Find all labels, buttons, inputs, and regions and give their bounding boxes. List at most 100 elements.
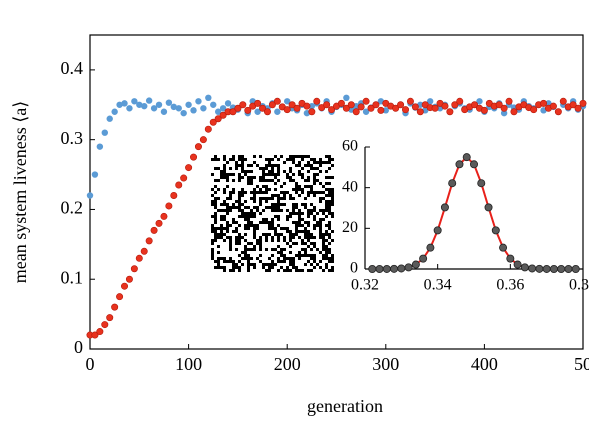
data-point <box>357 103 365 111</box>
data-point <box>136 101 143 108</box>
x-axis-label: generation <box>307 396 383 416</box>
data-point <box>199 136 207 144</box>
data-point <box>406 97 414 105</box>
data-point <box>500 104 508 112</box>
data-point <box>195 98 202 105</box>
data-point <box>214 115 222 123</box>
data-point <box>165 99 173 106</box>
data-point <box>390 264 399 273</box>
data-point <box>513 260 522 269</box>
data-point <box>180 109 187 117</box>
data-point <box>273 97 281 105</box>
data-point <box>574 104 582 112</box>
data-point <box>419 254 428 263</box>
data-point <box>480 106 488 114</box>
x-tick-label: 0.36 <box>496 277 524 294</box>
y-tick-label: 0 <box>350 260 358 277</box>
data-point <box>446 108 454 116</box>
data-point <box>564 264 573 273</box>
data-point <box>160 108 168 115</box>
data-point <box>426 243 435 252</box>
data-point <box>451 101 459 109</box>
data-point <box>549 102 557 110</box>
data-point <box>397 264 406 273</box>
data-point <box>283 106 291 114</box>
data-point <box>471 101 479 109</box>
x-tick-label: 200 <box>274 354 301 374</box>
data-point <box>495 101 503 109</box>
data-point <box>234 104 242 112</box>
data-point <box>96 143 104 150</box>
data-point <box>540 99 548 107</box>
data-point <box>91 331 99 339</box>
data-point <box>150 226 158 234</box>
data-point <box>210 101 217 108</box>
data-point <box>155 219 163 227</box>
data-point <box>244 106 252 114</box>
data-point <box>362 108 370 115</box>
data-point <box>542 264 551 273</box>
data-point <box>313 97 321 105</box>
y-tick-label: 0.4 <box>61 58 84 78</box>
data-point <box>342 104 350 112</box>
data-point <box>323 101 331 109</box>
data-point <box>337 99 345 107</box>
data-point <box>288 101 296 109</box>
x-tick-label: 400 <box>471 354 498 374</box>
y-tick-label: 0.2 <box>61 198 84 218</box>
data-point <box>150 105 158 112</box>
data-point <box>500 109 508 117</box>
y-tick-label: 20 <box>342 219 358 236</box>
data-point <box>219 111 227 119</box>
x-tick-label: 300 <box>372 354 399 374</box>
data-point <box>135 254 143 262</box>
data-point <box>499 243 508 252</box>
data-point <box>545 100 552 107</box>
data-point <box>557 264 566 273</box>
data-point <box>377 106 385 114</box>
data-point <box>185 101 192 108</box>
data-point <box>140 247 148 255</box>
y-tick-label: 40 <box>342 178 358 195</box>
data-point <box>328 106 336 114</box>
x-tick-label: 0.32 <box>351 277 379 294</box>
data-point <box>125 275 133 283</box>
data-point <box>456 97 464 105</box>
data-point <box>382 264 391 273</box>
data-point <box>484 203 493 212</box>
data-point <box>170 191 178 199</box>
data-point <box>229 108 237 116</box>
data-point <box>106 314 114 322</box>
data-point <box>219 105 227 112</box>
data-point <box>254 108 261 115</box>
data-point <box>131 98 138 105</box>
data-point <box>91 171 99 178</box>
data-point <box>111 108 118 115</box>
data-point <box>194 143 202 151</box>
data-point <box>431 104 439 112</box>
data-point <box>520 263 529 272</box>
data-point <box>293 104 301 112</box>
x-tick-label: 0.38 <box>569 277 589 294</box>
data-point <box>121 100 128 107</box>
data-point <box>535 264 544 273</box>
x-tick-label: 50 <box>574 354 589 374</box>
data-point <box>165 202 173 210</box>
data-point <box>224 100 232 107</box>
data-point <box>368 264 377 273</box>
data-point <box>284 98 291 105</box>
data-point <box>259 104 267 112</box>
data-point <box>392 104 400 112</box>
data-point <box>530 106 538 114</box>
y-tick-label: 60 <box>342 138 358 155</box>
data-point <box>411 103 419 111</box>
data-point <box>274 108 281 115</box>
y-tick-label: 0.3 <box>61 128 84 148</box>
data-point <box>506 254 515 263</box>
data-point <box>579 99 587 107</box>
data-point <box>86 192 94 199</box>
data-point <box>505 97 513 105</box>
data-point <box>116 101 123 108</box>
data-point <box>469 160 478 169</box>
data-point <box>528 264 537 273</box>
